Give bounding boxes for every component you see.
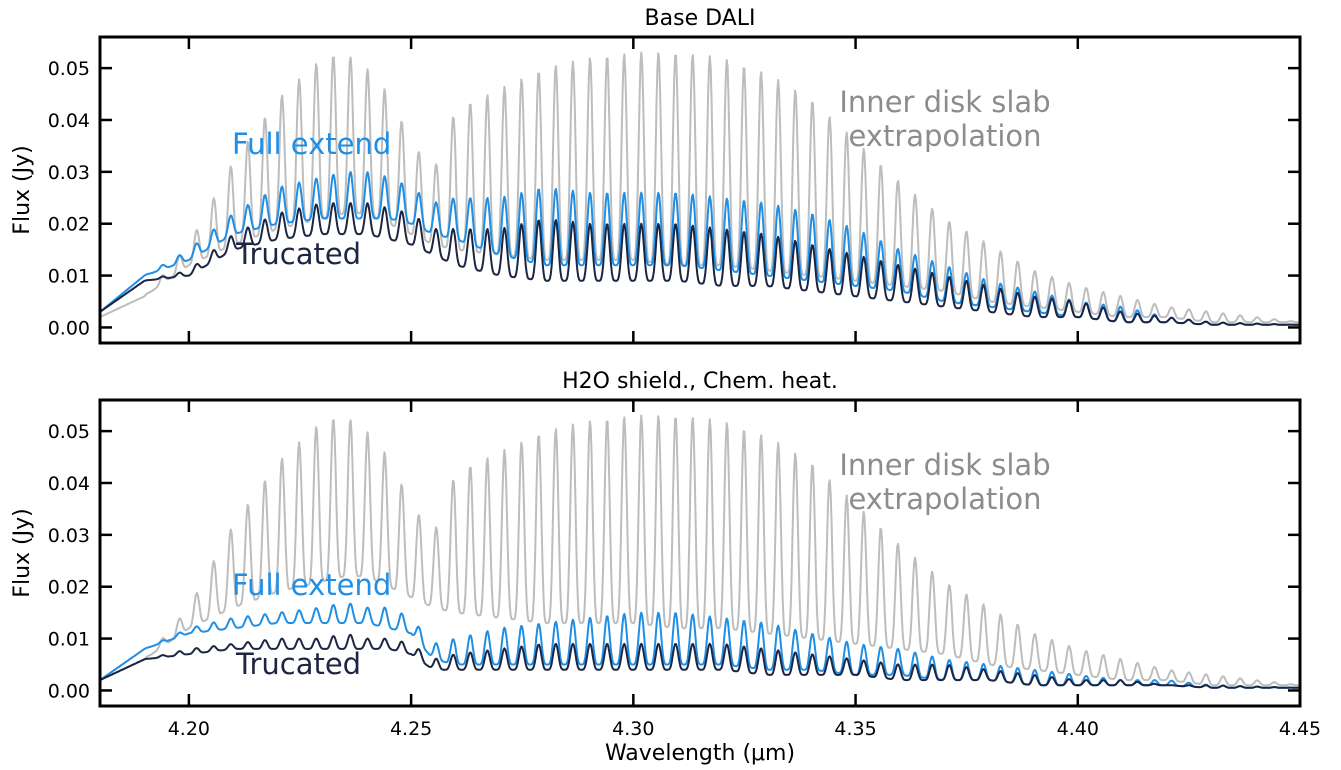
plot-frame — [98, 35, 1302, 345]
panel-h2o-shield: H2O shield., Chem. heat. 0.00 0.01 0.02 0.0… — [10, 369, 1321, 740]
series-line-trucated — [100, 633, 1300, 689]
annotation-slab-line2: extrapolation — [848, 119, 1041, 153]
y-tick-label: 0.04 — [48, 110, 90, 132]
annotation-slab-line1: Inner disk slab — [839, 448, 1050, 482]
annotation-full-extend: Full extend — [232, 568, 391, 602]
x-tick-label: 4.40 — [1057, 718, 1099, 740]
x-tick-label: 4.35 — [834, 718, 876, 740]
y-tick-label: 0.03 — [48, 162, 90, 184]
y-tick-label: 0.01 — [48, 266, 90, 288]
plot-frame — [98, 398, 1302, 708]
y-tick-label: 0.01 — [48, 629, 90, 651]
x-axis-label: Wavelength (μm) — [605, 741, 795, 766]
x-tick-label: 4.20 — [168, 718, 210, 740]
y-tick-label: 0.02 — [48, 577, 90, 599]
y-tick-label: 0.00 — [48, 680, 90, 702]
x-tick-label: 4.30 — [612, 718, 654, 740]
y-tick-label: 0.05 — [48, 421, 90, 443]
annotation-truncated: Trucated — [235, 647, 361, 681]
y-tick-label: 0.00 — [48, 317, 90, 339]
x-tick-label: 4.45 — [1279, 718, 1321, 740]
series-line-inner-disk-slab-extrapolation — [100, 414, 1300, 687]
panel-title: H2O shield., Chem. heat. — [562, 369, 838, 394]
annotation-full-extend: Full extend — [232, 127, 391, 161]
y-tick-label: 0.04 — [48, 473, 90, 495]
y-axis-label: Flux (Jy) — [10, 145, 35, 234]
y-tick-label: 0.05 — [48, 58, 90, 80]
annotation-truncated: Trucated — [235, 237, 361, 271]
y-tick-label: 0.02 — [48, 214, 90, 236]
panel-base-dali: Base DALI 0.00 0.01 0.02 0.03 0.04 0.05 Flux … — [10, 6, 1302, 345]
y-axis-label: Flux (Jy) — [10, 508, 35, 597]
annotation-slab-line1: Inner disk slab — [839, 85, 1050, 119]
x-tick-label: 4.25 — [390, 718, 432, 740]
panel-title: Base DALI — [645, 6, 756, 31]
annotation-slab-line2: extrapolation — [848, 482, 1041, 516]
series-line-inner-disk-slab-extrapolation — [100, 51, 1300, 324]
y-tick-label: 0.03 — [48, 525, 90, 547]
series-line-trucated — [100, 202, 1300, 326]
